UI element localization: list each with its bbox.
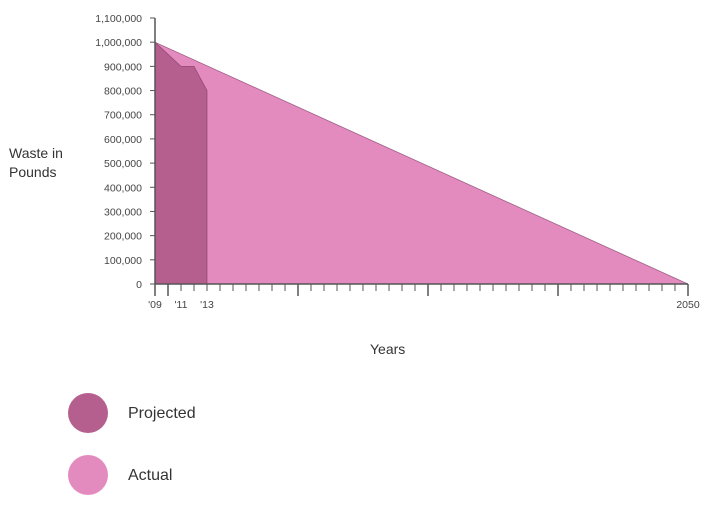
y-tick-label: 400,000	[104, 182, 142, 194]
x-tick-label: '13	[200, 299, 214, 311]
y-tick-label: 200,000	[104, 231, 142, 243]
y-tick-label: 600,000	[104, 134, 142, 146]
y-tick-labels: 0 100,000 200,000 300,000 400,000 500,000 600,…	[95, 13, 142, 291]
y-tick-label: 1,100,000	[95, 13, 142, 25]
x-tick-label: 2050	[676, 299, 700, 311]
legend-label-actual: Actual	[128, 467, 173, 484]
x-axis-label: Years	[370, 341, 406, 357]
area-actual-outline	[154, 41, 689, 285]
legend-label-projected: Projected	[128, 405, 196, 422]
area-projected-outline	[154, 41, 208, 284]
y-tick-label: 100,000	[104, 255, 142, 267]
x-tick-label: '11	[175, 299, 188, 311]
y-tick-label: 300,000	[104, 206, 142, 218]
y-tick-label: 900,000	[104, 61, 142, 73]
plot-areas	[154, 41, 689, 285]
y-tick-label: 800,000	[104, 86, 142, 98]
y-tick-label: 0	[136, 279, 142, 291]
y-tick-label: 500,000	[104, 158, 142, 170]
y-tick-label: 700,000	[104, 110, 142, 122]
x-tick-label: '09	[148, 299, 162, 311]
y-tick-label: 1,000,000	[95, 37, 142, 49]
y-axis-label: Waste in Pounds	[9, 145, 63, 180]
legend-swatch-projected	[68, 393, 108, 433]
area-projected	[155, 42, 207, 284]
chart: 0 100,000 200,000 300,000 400,000 500,000 600,…	[95, 13, 700, 311]
x-tick-labels: '09 '11 '13 2050	[148, 299, 700, 311]
legend-swatch-actual	[68, 455, 108, 495]
axes	[150, 17, 689, 296]
